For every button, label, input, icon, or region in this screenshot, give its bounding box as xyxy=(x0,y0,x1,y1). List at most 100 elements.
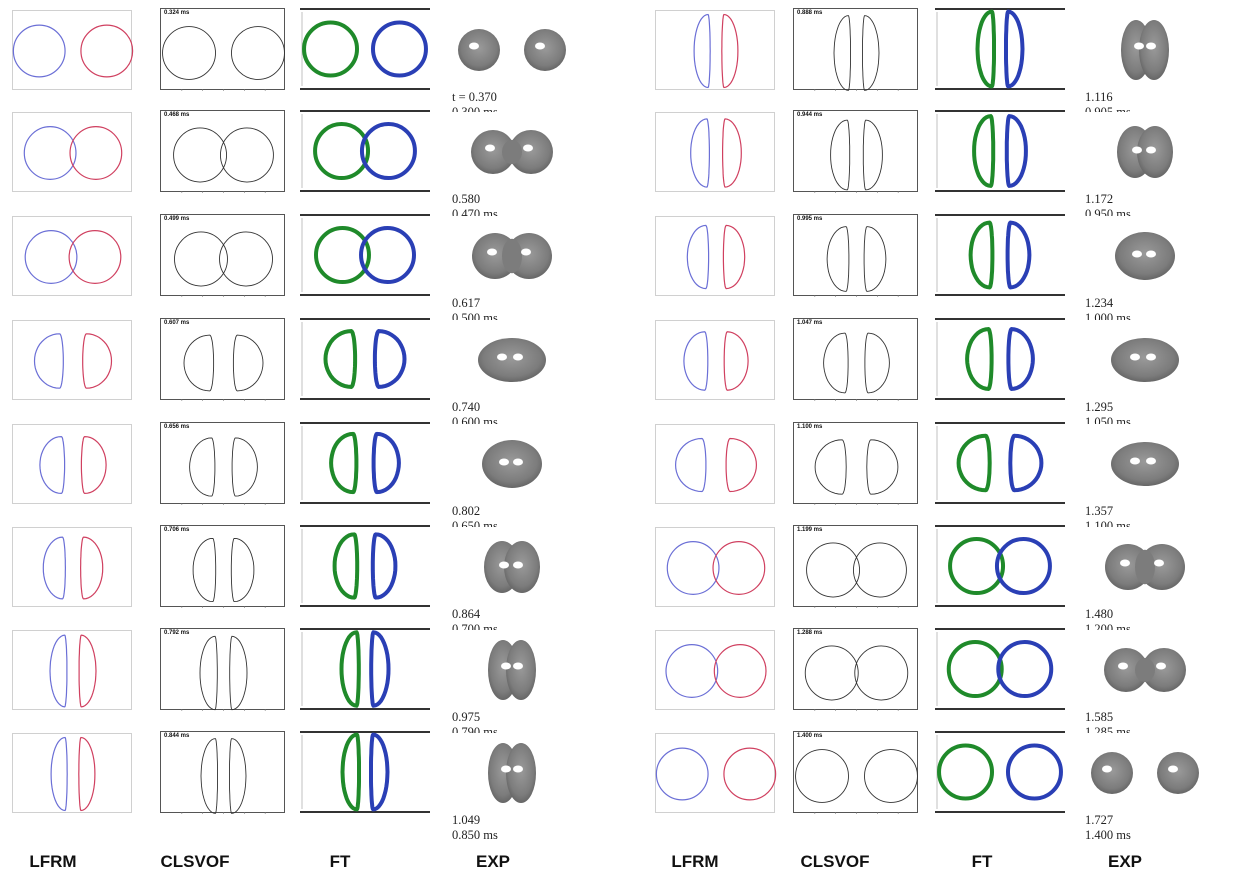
ft-top-border xyxy=(935,214,1065,216)
b0-r3-ft-left-interface xyxy=(323,329,358,389)
lfrm-panel xyxy=(655,527,775,607)
ft-top-border xyxy=(300,525,430,527)
ft-bottom-border xyxy=(300,190,430,192)
nondim-time-label: 1.172 xyxy=(1085,192,1114,206)
b0-r2-lfrm-left-interface xyxy=(24,230,78,284)
ft-bottom-border xyxy=(300,88,430,90)
b1-r7-exp-highlight xyxy=(1168,765,1178,773)
column-header-lfrm: LFRM xyxy=(29,852,77,871)
b0-r7-ft-right-interface xyxy=(369,732,390,812)
b0-r5-exp-highlight xyxy=(513,561,523,569)
nondim-time-label: t = 0.370 xyxy=(452,90,497,104)
b1-r5-ft-left-interface xyxy=(948,536,1006,596)
clsvof-panel: 0.706 ms xyxy=(160,525,285,608)
b1-r1-lfrm-right-interface xyxy=(722,118,742,188)
ft-bottom-border xyxy=(300,398,430,400)
b0-r6-exp-highlight xyxy=(501,662,511,670)
exp-photo xyxy=(1111,442,1179,486)
ft-top-border xyxy=(935,422,1065,424)
clsvof-panel: 0.468 ms xyxy=(160,110,285,193)
clsvof-time-label: 0.706 ms xyxy=(164,527,190,533)
ft-plot xyxy=(301,732,390,812)
b0-r5-exp-highlight xyxy=(499,561,509,569)
b1-r1-exp-droplet-image xyxy=(1117,126,1173,178)
b0-r5-clsvof-left-interface xyxy=(192,537,217,603)
ft-bottom-border xyxy=(935,88,1065,90)
nondim-time-label: 1.357 xyxy=(1085,504,1114,518)
clsvof-panel: 0.607 ms xyxy=(160,318,285,401)
ft-plot xyxy=(936,735,1063,809)
b0-r7-lfrm-left-interface xyxy=(50,736,68,812)
ft-panel xyxy=(935,525,1065,607)
b1-r2-clsvof-left-interface xyxy=(826,226,850,292)
b0-r2-clsvof-right-interface xyxy=(219,231,273,287)
b1-r5-exp-droplet-image xyxy=(1105,544,1185,590)
b1-r3-ft-left-interface xyxy=(965,327,994,391)
lfrm-plot xyxy=(23,126,123,180)
lfrm-plot xyxy=(42,536,104,600)
clsvof-plot xyxy=(795,749,918,814)
clsvof-panel: 0.844 ms xyxy=(160,731,285,814)
column-header-exp: EXP xyxy=(475,852,511,871)
ft-top-border xyxy=(300,628,430,630)
b1-r4-clsvof-left-interface xyxy=(814,439,847,495)
b1-r7-clsvof-left-interface xyxy=(795,749,849,803)
clsvof-panel: 1.199 ms xyxy=(793,525,918,608)
ft-bottom-border xyxy=(935,398,1065,400)
ft-plot xyxy=(936,113,1028,189)
clsvof-time-label: 0.656 ms xyxy=(164,424,190,430)
clsvof-panel: 1.047 ms xyxy=(793,318,918,401)
lfrm-plot xyxy=(655,747,777,801)
nondim-time-label: 1.116 xyxy=(1085,90,1113,104)
lfrm-panel xyxy=(655,630,775,710)
b0-r7-exp-highlight xyxy=(501,765,511,773)
b1-r5-clsvof-right-interface xyxy=(853,542,907,598)
ft-panel xyxy=(935,214,1065,296)
column-header-exp: EXP xyxy=(1107,852,1143,871)
b0-r3-exp-droplet-image xyxy=(478,338,546,382)
b1-r1-ft-right-interface xyxy=(1004,113,1028,189)
exp-photo xyxy=(458,29,566,71)
b1-r4-lfrm-left-interface xyxy=(674,437,707,493)
exp-photo xyxy=(1111,338,1179,382)
clsvof-panel: 1.100 ms xyxy=(793,422,918,505)
ft-panel xyxy=(935,318,1065,400)
lfrm-panel xyxy=(12,216,132,296)
b0-r0-clsvof-left-interface xyxy=(162,26,216,80)
ft-top-border xyxy=(935,628,1065,630)
b1-r4-exp-highlight xyxy=(1146,457,1156,465)
ft-top-border xyxy=(300,214,430,216)
b1-r1-exp-highlight xyxy=(1146,146,1156,154)
b0-r4-exp-highlight xyxy=(499,458,509,466)
clsvof-plot xyxy=(814,332,899,401)
clsvof-plot xyxy=(814,439,899,505)
b1-r2-exp-highlight xyxy=(1146,250,1156,258)
lfrm-panel xyxy=(12,112,132,192)
b0-r2-ft-left-interface xyxy=(314,225,371,285)
lfrm-plot xyxy=(39,435,107,495)
b0-r2-lfrm-right-interface xyxy=(68,230,122,284)
b0-r4-clsvof-right-interface xyxy=(231,437,258,497)
b0-r5-clsvof-right-interface xyxy=(230,537,255,603)
exp-photo xyxy=(1091,752,1199,794)
ft-top-border xyxy=(300,422,430,424)
clsvof-time-label: 0.499 ms xyxy=(164,216,190,222)
b0-r7-clsvof-left-interface xyxy=(200,738,218,814)
lfrm-plot xyxy=(674,437,758,493)
exp-panel xyxy=(447,424,577,504)
b0-r0-clsvof-right-interface xyxy=(231,26,285,80)
ft-plot xyxy=(301,630,391,708)
exp-photo xyxy=(488,640,536,700)
b0-r3-clsvof-right-interface xyxy=(232,334,264,392)
ft-panel xyxy=(300,8,430,90)
exp-panel xyxy=(1080,216,1210,296)
b0-r1-clsvof-left-interface xyxy=(173,127,227,183)
exp-photo xyxy=(471,130,553,174)
b1-r6-clsvof-left-interface xyxy=(804,645,859,701)
exp-panel xyxy=(1080,733,1210,813)
lfrm-panel xyxy=(12,527,132,607)
ft-plot xyxy=(936,529,1052,603)
b1-r6-clsvof-right-interface xyxy=(854,645,909,701)
b1-r6-ft-right-interface xyxy=(996,639,1054,699)
nondim-time-label: 1.049 xyxy=(452,813,481,827)
